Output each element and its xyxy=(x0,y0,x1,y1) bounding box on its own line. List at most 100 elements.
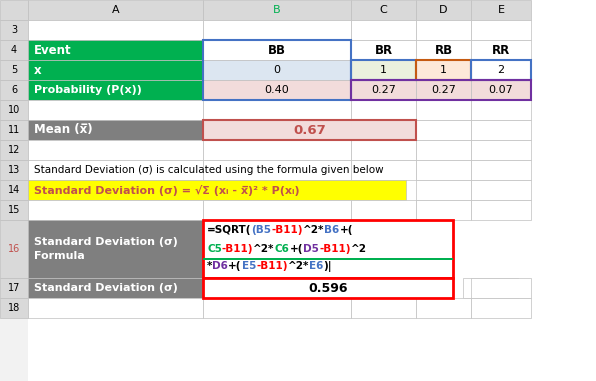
Text: E: E xyxy=(498,5,504,15)
Bar xyxy=(203,0,351,20)
Bar xyxy=(203,160,351,180)
Bar xyxy=(351,0,416,20)
Bar xyxy=(471,0,531,20)
Text: Standard Deviation (σ) = √Σ (xᵢ - x̅)² * P(xᵢ): Standard Deviation (σ) = √Σ (xᵢ - x̅)² *… xyxy=(34,184,300,195)
Bar xyxy=(471,80,531,100)
Text: 11: 11 xyxy=(8,125,20,135)
Bar xyxy=(28,100,203,120)
Bar xyxy=(0,80,28,100)
Text: RB: RB xyxy=(434,43,452,56)
Text: ^2*: ^2* xyxy=(253,244,275,254)
Text: 1: 1 xyxy=(440,65,447,75)
Text: E5: E5 xyxy=(242,261,256,271)
Text: =SQRT(: =SQRT( xyxy=(207,226,252,235)
Text: Standard Deviation (σ) is calculated using the formula given below: Standard Deviation (σ) is calculated usi… xyxy=(34,165,384,175)
Bar xyxy=(471,40,531,60)
Bar xyxy=(351,160,416,180)
Text: D6: D6 xyxy=(212,261,228,271)
Text: B6: B6 xyxy=(324,226,340,235)
Bar xyxy=(463,278,518,298)
Bar xyxy=(416,40,471,60)
Bar xyxy=(0,60,28,80)
Bar xyxy=(0,180,28,200)
Bar xyxy=(203,140,351,160)
Text: ^2*: ^2* xyxy=(303,226,324,235)
Text: -B11): -B11) xyxy=(272,226,303,235)
Text: 0.27: 0.27 xyxy=(371,85,396,95)
Bar xyxy=(0,0,28,381)
Bar xyxy=(0,220,28,278)
Bar xyxy=(0,0,28,20)
Text: Formula: Formula xyxy=(34,251,85,261)
Bar xyxy=(416,180,471,200)
Bar xyxy=(351,200,416,220)
Bar xyxy=(351,80,531,100)
Text: 2: 2 xyxy=(498,65,505,75)
Bar xyxy=(28,160,203,180)
Text: 0: 0 xyxy=(274,65,281,75)
Bar xyxy=(351,40,416,60)
Text: BB: BB xyxy=(268,43,286,56)
Bar xyxy=(351,298,416,318)
Text: BR: BR xyxy=(374,43,393,56)
Text: B: B xyxy=(273,5,281,15)
Bar xyxy=(0,160,28,180)
Text: E6: E6 xyxy=(309,261,324,271)
Bar xyxy=(203,100,351,120)
Text: C: C xyxy=(380,5,387,15)
Bar xyxy=(471,60,531,80)
Bar xyxy=(471,298,531,318)
Bar xyxy=(416,140,471,160)
Text: 10: 10 xyxy=(8,105,20,115)
Bar xyxy=(416,120,471,140)
Text: *: * xyxy=(207,261,212,271)
Bar xyxy=(351,80,416,100)
Text: )|: )| xyxy=(324,261,332,272)
Text: 0.40: 0.40 xyxy=(265,85,290,95)
Text: 16: 16 xyxy=(8,244,20,254)
Text: Event: Event xyxy=(34,43,72,56)
Text: 5: 5 xyxy=(11,65,17,75)
Bar xyxy=(0,100,28,120)
Bar xyxy=(351,140,416,160)
Text: D: D xyxy=(439,5,448,15)
Bar xyxy=(28,0,203,20)
Bar xyxy=(0,140,28,160)
Bar xyxy=(471,20,531,40)
Bar xyxy=(471,200,531,220)
Bar xyxy=(0,278,28,298)
Text: 6: 6 xyxy=(11,85,17,95)
Text: +(: +( xyxy=(228,261,242,271)
Text: -B11): -B11) xyxy=(222,244,253,254)
Text: 0.07: 0.07 xyxy=(489,85,513,95)
Bar xyxy=(28,200,203,220)
Bar xyxy=(203,220,453,278)
Text: ^2: ^2 xyxy=(350,244,367,254)
Bar xyxy=(416,80,471,100)
Bar xyxy=(0,298,28,318)
Text: 15: 15 xyxy=(8,205,20,215)
Text: Standard Deviation (σ): Standard Deviation (σ) xyxy=(34,237,178,247)
Text: -B11): -B11) xyxy=(256,261,288,271)
Bar xyxy=(203,20,351,40)
Bar xyxy=(28,80,203,100)
Bar xyxy=(203,120,416,140)
Text: Mean (x̅): Mean (x̅) xyxy=(34,123,92,136)
Text: C6: C6 xyxy=(275,244,290,254)
Text: 1: 1 xyxy=(380,65,387,75)
Bar xyxy=(0,200,28,220)
Bar xyxy=(416,298,471,318)
Bar xyxy=(28,140,203,160)
Bar xyxy=(416,60,471,80)
Bar xyxy=(203,120,416,140)
Bar xyxy=(203,40,351,60)
Bar xyxy=(0,20,28,40)
Bar xyxy=(351,100,416,120)
Bar xyxy=(351,60,416,80)
Bar xyxy=(203,258,453,259)
Bar xyxy=(203,60,351,80)
Text: 0.596: 0.596 xyxy=(308,282,347,295)
Bar xyxy=(28,120,203,140)
Bar xyxy=(471,100,531,120)
Bar xyxy=(203,80,351,100)
